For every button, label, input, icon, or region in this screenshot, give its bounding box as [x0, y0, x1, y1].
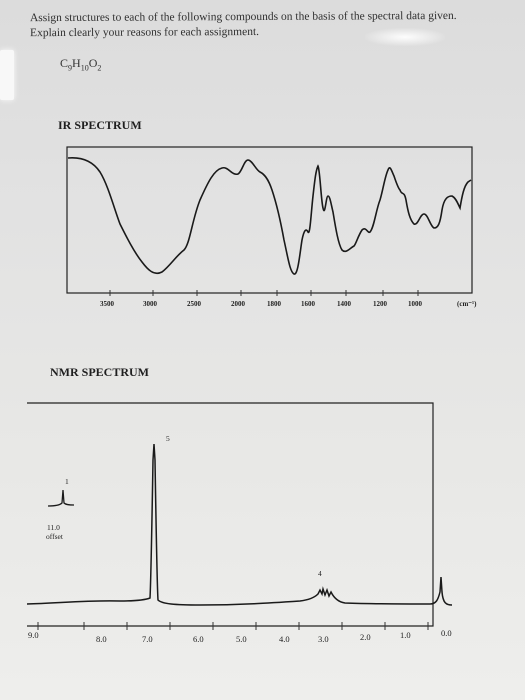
- molecular-formula: C9H10O2: [60, 56, 102, 73]
- light-glare-2: [365, 28, 445, 46]
- ir-tick-label: 3000: [143, 300, 158, 308]
- ir-tick-label: 1000: [408, 300, 423, 308]
- ir-frame: [66, 146, 473, 294]
- ir-tick-label: 3500: [100, 300, 115, 308]
- nmr-ch2-peak-label: 4: [318, 569, 322, 578]
- ir-tick-label: 1600: [301, 300, 316, 308]
- nmr-axis-ticks: [37, 622, 429, 630]
- nmr-offset-text: offset: [46, 532, 64, 541]
- ir-tick-label: 1400: [337, 300, 352, 308]
- nmr-offset-peak-label: 1: [65, 477, 69, 486]
- ir-tick-label: 1800: [267, 300, 282, 308]
- ir-tick-label: 2000: [231, 300, 246, 308]
- nmr-offset-text: 11.0: [47, 523, 60, 532]
- nmr-tick-label: 5.0: [236, 634, 247, 644]
- nmr-trace: [26, 443, 453, 606]
- nmr-tick-label: 9.0: [28, 630, 39, 640]
- nmr-frame: [27, 402, 434, 627]
- ir-tick-label: 1200: [373, 300, 388, 308]
- nmr-tick-label: 6.0: [193, 634, 204, 644]
- nmr-tick-label: 3.0: [318, 634, 329, 644]
- nmr-tick-label: 2.0: [360, 632, 371, 642]
- nmr-tick-label: 8.0: [96, 634, 107, 644]
- ir-spectrum-title: IR SPECTRUM: [58, 118, 142, 132]
- ir-tick-label: 2500: [187, 300, 202, 308]
- nmr-spectrum-title: NMR SPECTRUM: [50, 365, 149, 379]
- nmr-tick-label: 4.0: [279, 634, 290, 644]
- nmr-aromatic-peak-label: 5: [166, 434, 170, 443]
- ir-unit-label: (cm⁻¹): [457, 300, 477, 308]
- nmr-tick-label: 7.0: [142, 634, 153, 644]
- nmr-offset-peak: [47, 489, 75, 507]
- ir-axis-ticks: [109, 290, 419, 296]
- nmr-tick-label: 1.0: [400, 630, 411, 640]
- light-glare: [0, 50, 14, 100]
- nmr-tick-label: 0.0: [441, 628, 452, 638]
- ir-trace: [67, 157, 472, 275]
